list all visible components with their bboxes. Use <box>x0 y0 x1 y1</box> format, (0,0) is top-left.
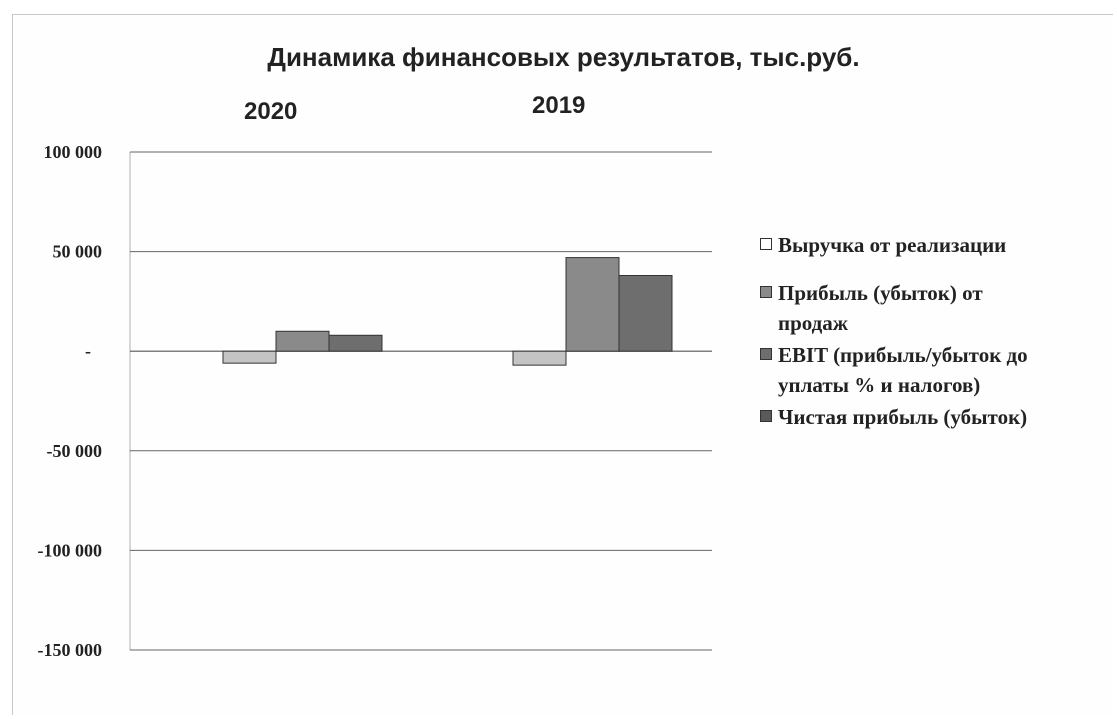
legend-label-ebit: EBIT (прибыль/убыток до уплаты % и налог… <box>778 340 1028 400</box>
y-axis-tick-labels: 100 000 50 000 - -50 000 -100 000 -150 000 <box>38 142 103 660</box>
legend-label-net-profit: Чистая прибыль (убыток) <box>778 405 1028 429</box>
legend-swatch-sales-profit <box>760 286 772 298</box>
chart-title: Динамика финансовых результатов, тыс.руб… <box>267 42 860 72</box>
y-tick-label: 100 000 <box>44 142 103 162</box>
legend-item-revenue: Выручка от реализации <box>760 230 1110 260</box>
bar <box>618 275 673 352</box>
legend-label-ebit-line2: уплаты % и налогов) <box>778 373 981 397</box>
bars <box>222 257 673 366</box>
gridlines <box>129 151 712 651</box>
legend-swatch-ebit <box>760 348 772 360</box>
bar <box>275 330 330 352</box>
legend-swatch-net-profit <box>760 410 772 422</box>
y-tick-label: - <box>85 341 91 361</box>
category-label-2019: 2019 <box>532 92 586 119</box>
y-tick-label: -100 000 <box>38 540 103 560</box>
legend-swatch-revenue <box>760 238 772 250</box>
y-tick-label: -150 000 <box>38 640 103 660</box>
bar <box>512 350 567 366</box>
bar <box>328 334 383 352</box>
legend-label-sales-profit-line1: Прибыль (убыток) от <box>778 281 983 305</box>
legend-label-sales-profit: Прибыль (убыток) от продаж <box>778 278 983 338</box>
legend-label-ebit-line1: EBIT (прибыль/убыток до <box>778 343 1028 367</box>
bar <box>222 350 277 364</box>
y-tick-label: -50 000 <box>47 441 103 461</box>
category-label-2020: 2020 <box>244 98 298 125</box>
bar <box>565 257 620 352</box>
legend-label-sales-profit-line2: продаж <box>778 311 849 335</box>
legend-label-revenue: Выручка от реализации <box>778 233 1007 257</box>
y-tick-label: 50 000 <box>53 242 103 262</box>
legend-item-ebit: EBIT (прибыль/убыток до уплаты % и налог… <box>760 340 1110 400</box>
legend-item-net-profit: Чистая прибыль (убыток) <box>760 402 1110 432</box>
legend-item-sales-profit: Прибыль (убыток) от продаж <box>760 278 1110 338</box>
legend: Выручка от реализации Прибыль (убыток) о… <box>760 230 1110 450</box>
